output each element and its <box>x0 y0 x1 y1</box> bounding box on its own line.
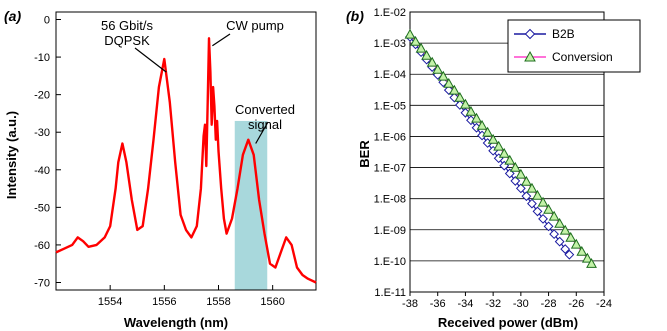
panel-b-label: (b) <box>346 8 364 24</box>
y-tick-label-a: -20 <box>34 90 50 102</box>
b2b-marker <box>533 207 541 215</box>
y-tick-label-a: -70 <box>34 277 50 289</box>
x-tick-label-a: 1560 <box>260 296 284 308</box>
x-tick-label-b: -34 <box>457 298 473 310</box>
annotation-label: 56 Gbit/s DQPSK <box>101 18 154 48</box>
legend-b2b-label: B2B <box>552 27 575 41</box>
y-tick-label-a: -60 <box>34 240 50 252</box>
y-tick-label-a: 0 <box>44 15 50 27</box>
x-tick-label-b: -24 <box>596 298 612 310</box>
x-tick-label-b: -26 <box>568 298 584 310</box>
x-tick-label-b: -32 <box>485 298 501 310</box>
conversion-marker <box>405 30 414 38</box>
y-tick-label-b: 1.E-06 <box>374 131 406 143</box>
x-axis-title-b: Received power (dBm) <box>438 315 578 330</box>
spectrum-annotations: 56 Gbit/s DQPSK CW pump Converted signal <box>101 18 295 143</box>
x-tick-label-b: -28 <box>541 298 557 310</box>
b2b-marker <box>539 215 547 223</box>
y-tick-label-b: 1.E-08 <box>374 194 406 206</box>
y-tick-label-b: 1.E-09 <box>374 225 406 237</box>
y-tick-label-b: 1.E-04 <box>374 69 406 81</box>
annotation-arrow <box>135 48 166 72</box>
annotation-line: signal <box>248 117 282 132</box>
y-tick-label-a: -30 <box>34 127 50 139</box>
panel-a-label: (a) <box>4 8 21 24</box>
annotation-arrow <box>212 34 230 46</box>
ber-legend: B2B Conversion <box>508 20 640 72</box>
y-tick-label-b: 1.E-03 <box>374 38 406 50</box>
y-tick-label-a: -40 <box>34 165 50 177</box>
annotation-label: CW pump <box>226 18 284 33</box>
annotation-line: Converted <box>235 102 295 117</box>
y-axis-title-a: Intensity (a.u.) <box>4 111 19 199</box>
ber-panel: (b) 1.E-02 1.E-03 1.E-04 1.E-05 1.E-06 1.E-07… <box>346 7 640 330</box>
plot-frame-a <box>56 12 316 290</box>
x-tick-label-b: -30 <box>513 298 529 310</box>
spectrum-panel: (a) 0 -10 -20 -30 -40 -50 -60 -70 1554 1556 1558 15… <box>4 8 316 330</box>
x-tick-label-a: 1554 <box>98 296 122 308</box>
y-tick-label-a: -50 <box>34 202 50 214</box>
y-tick-label-b: 1.E-05 <box>374 100 406 112</box>
x-tick-label-b: -36 <box>430 298 446 310</box>
b2b-marker <box>522 192 530 200</box>
x-tick-label-a: 1558 <box>206 296 230 308</box>
x-axis-title-a: Wavelength (nm) <box>124 315 228 330</box>
annotation-line: DQPSK <box>104 33 150 48</box>
y-tick-label-a: -10 <box>34 52 50 64</box>
legend-conversion-label: Conversion <box>552 50 613 64</box>
annotation-line: 56 Gbit/s <box>101 18 154 33</box>
x-tick-label-a: 1556 <box>152 296 176 308</box>
y-tick-label-b: 1.E-02 <box>374 7 406 19</box>
y-tick-label-b: 1.E-07 <box>374 163 406 175</box>
x-tick-label-b: -38 <box>402 298 418 310</box>
spectrum-trace <box>56 38 316 282</box>
annotation-line: CW pump <box>226 18 284 33</box>
y-tick-label-b: 1.E-10 <box>374 256 406 268</box>
y-axis-title-b: BER <box>357 140 372 168</box>
